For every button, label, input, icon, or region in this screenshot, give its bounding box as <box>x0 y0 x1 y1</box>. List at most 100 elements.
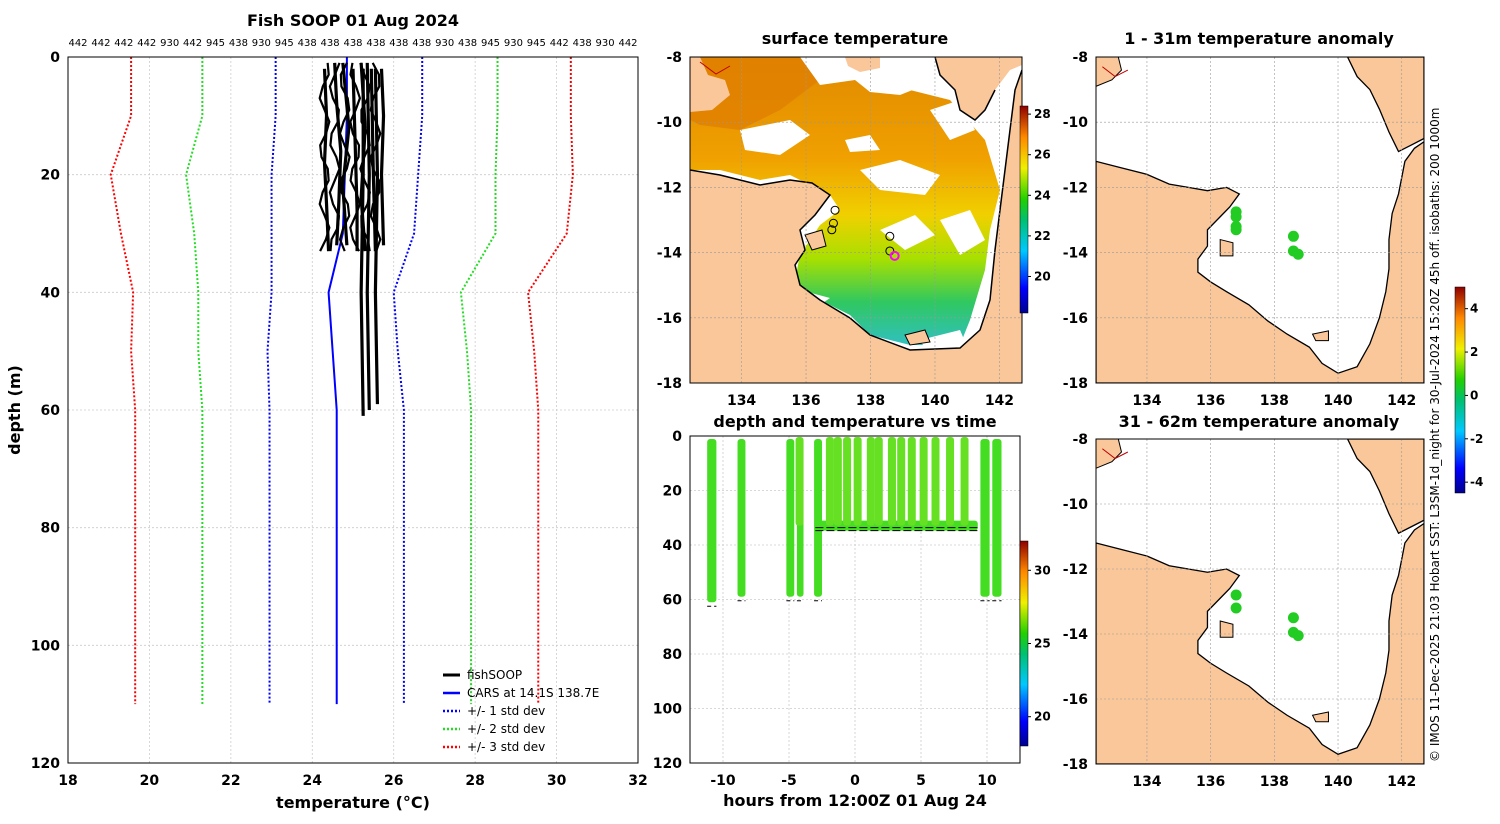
profile-top-label: 438 <box>229 38 248 49</box>
depth-time-xtick-label: 0 <box>850 773 860 789</box>
anomaly-colorbar-tick-label: 4 <box>1470 302 1478 316</box>
anomaly-groote-island <box>1219 620 1234 638</box>
profile-grid <box>68 57 638 763</box>
sst-isobath <box>699 61 731 75</box>
map-lat-tick-label: -12 <box>657 180 682 196</box>
map-lat-tick-label: -16 <box>1063 692 1088 708</box>
profile-top-label: 930 <box>252 38 271 49</box>
anomaly-isobath <box>1102 448 1129 460</box>
depth-time-panel: depth and temperature vs time -10 -5 0 5 100… <box>653 412 1051 810</box>
profile-ylabel: depth (m) <box>5 365 24 455</box>
anomaly-mornington-island <box>1311 711 1329 723</box>
profile-top-label: 930 <box>160 38 179 49</box>
fishsoop-profile-trace <box>338 62 351 252</box>
anomaly-colorbar-tick-label: -4 <box>1470 475 1483 489</box>
anomaly-map-2-panel: 31 - 62m temperature anomaly 134 136 138 14… <box>1063 412 1425 790</box>
depth-time-colorbar-ticks: 20 25 30 <box>1028 563 1051 724</box>
fishsoop-profile <box>351 68 359 252</box>
profile-top-label: 438 <box>366 38 385 49</box>
anomaly-colorbar <box>1454 286 1466 494</box>
map-lat-tick-label: -16 <box>657 311 682 327</box>
map-lon-tick-label: 134 <box>1132 393 1161 409</box>
map-lon-tick-label: 142 <box>985 393 1014 409</box>
anomaly-point <box>1230 211 1242 223</box>
station-marker <box>830 205 840 215</box>
profile-top-label: 945 <box>206 38 225 49</box>
map-lon-tick-label: 140 <box>920 393 949 409</box>
anomaly-land-north <box>1346 439 1424 535</box>
profile-xtick-label: 22 <box>221 773 240 789</box>
depth-time-ytick-label: 80 <box>663 647 683 663</box>
sst-colorbar-tick-label: 26 <box>1034 148 1051 162</box>
profile-top-label: 442 <box>137 38 156 49</box>
depth-time-ytick-label: 120 <box>653 756 682 772</box>
std-line <box>527 57 574 705</box>
deep-cast-band <box>814 439 822 597</box>
shallow-cast-band <box>874 437 883 526</box>
anomaly-colorbar-tick-label: -2 <box>1470 432 1483 446</box>
shallow-cast-band <box>919 437 928 526</box>
sst-coastline-north <box>934 57 996 121</box>
sst-land-island <box>845 57 880 72</box>
legend-entry: +/- 1 std dev <box>467 704 545 718</box>
depth-time-ytick-label: 100 <box>653 702 682 718</box>
station-marker <box>885 231 895 241</box>
anomaly-map-1-ticks: 134 136 138 140 142 -8 -10 -12 -14 -16 -18 <box>1063 50 1417 409</box>
sst-map-grid <box>690 57 1022 383</box>
map-lat-tick-label: -14 <box>1063 246 1089 262</box>
anomaly-point <box>1230 224 1242 236</box>
map-lat-tick-label: -10 <box>657 115 683 131</box>
profile-top-label: 438 <box>343 38 362 49</box>
sst-land-cape-york <box>935 57 1022 120</box>
anomaly-map-2-grid <box>1096 439 1424 764</box>
sst-field-northwest <box>690 57 820 130</box>
sst-colorbar-tick-label: 20 <box>1034 269 1051 283</box>
station-marker <box>889 250 900 261</box>
map-lon-tick-label: 136 <box>791 393 820 409</box>
map-lat-tick-label: -12 <box>1063 562 1088 578</box>
shallow-cast-band <box>843 437 852 526</box>
fishsoop-profile <box>365 62 371 411</box>
depth-time-xtick-label: 10 <box>977 773 997 789</box>
fishsoop-profile <box>379 68 386 246</box>
anomaly-colorbar-tick-label: 0 <box>1470 388 1478 402</box>
fishsoop-profile-trace <box>318 62 331 252</box>
profile-ytick-label: 40 <box>41 285 61 301</box>
depth-time-colorbar <box>1019 540 1029 747</box>
station-marker <box>827 225 837 235</box>
depth-time-ytick-label: 40 <box>663 538 683 554</box>
profile-lines <box>109 57 574 705</box>
shallow-cast-band <box>866 437 875 526</box>
legend-entry: +/- 3 std dev <box>467 740 545 754</box>
map-lon-tick-label: 136 <box>1196 774 1225 790</box>
profile-top-label: 930 <box>596 38 615 49</box>
legend-entry: +/- 2 std dev <box>467 722 545 736</box>
profile-top-label: 442 <box>114 38 133 49</box>
fishsoop-profile-trace <box>369 62 382 252</box>
shallow-cast-band <box>946 437 955 526</box>
station-marker <box>828 218 838 228</box>
depth-time-xtick-label: -10 <box>710 773 736 789</box>
anomaly-land-north <box>1346 57 1424 153</box>
profile-top-label: 438 <box>298 38 317 49</box>
anomaly-map-1-content <box>1096 57 1424 383</box>
profile-panel: Fish SOOP 01 Aug 2024 442 442 442 442 930 442… <box>5 11 648 812</box>
profile-top-label: 442 <box>91 38 110 49</box>
shallow-cast-band <box>853 437 862 526</box>
anomaly-land <box>1096 140 1424 383</box>
profile-ytick-label: 120 <box>31 756 60 772</box>
deep-cast-band <box>707 439 717 603</box>
sst-map-title: surface temperature <box>762 29 949 48</box>
profile-top-label: 930 <box>504 38 523 49</box>
depth-time-ytick-label: 60 <box>663 593 683 609</box>
map-lat-tick-label: -16 <box>1063 311 1088 327</box>
anomaly-colorbar-tick-label: 2 <box>1470 345 1478 359</box>
anomaly-map-2-frame <box>1095 438 1425 765</box>
sst-colorbar <box>1019 105 1029 314</box>
anomaly-map-2-points <box>1230 589 1304 642</box>
profile-ytick-label: 0 <box>50 50 60 66</box>
map-lat-tick-label: -8 <box>1072 50 1088 66</box>
anomaly-map-1-grid <box>1096 57 1424 383</box>
deep-cast-band <box>786 439 795 597</box>
profile-xtick-label: 20 <box>140 773 160 789</box>
